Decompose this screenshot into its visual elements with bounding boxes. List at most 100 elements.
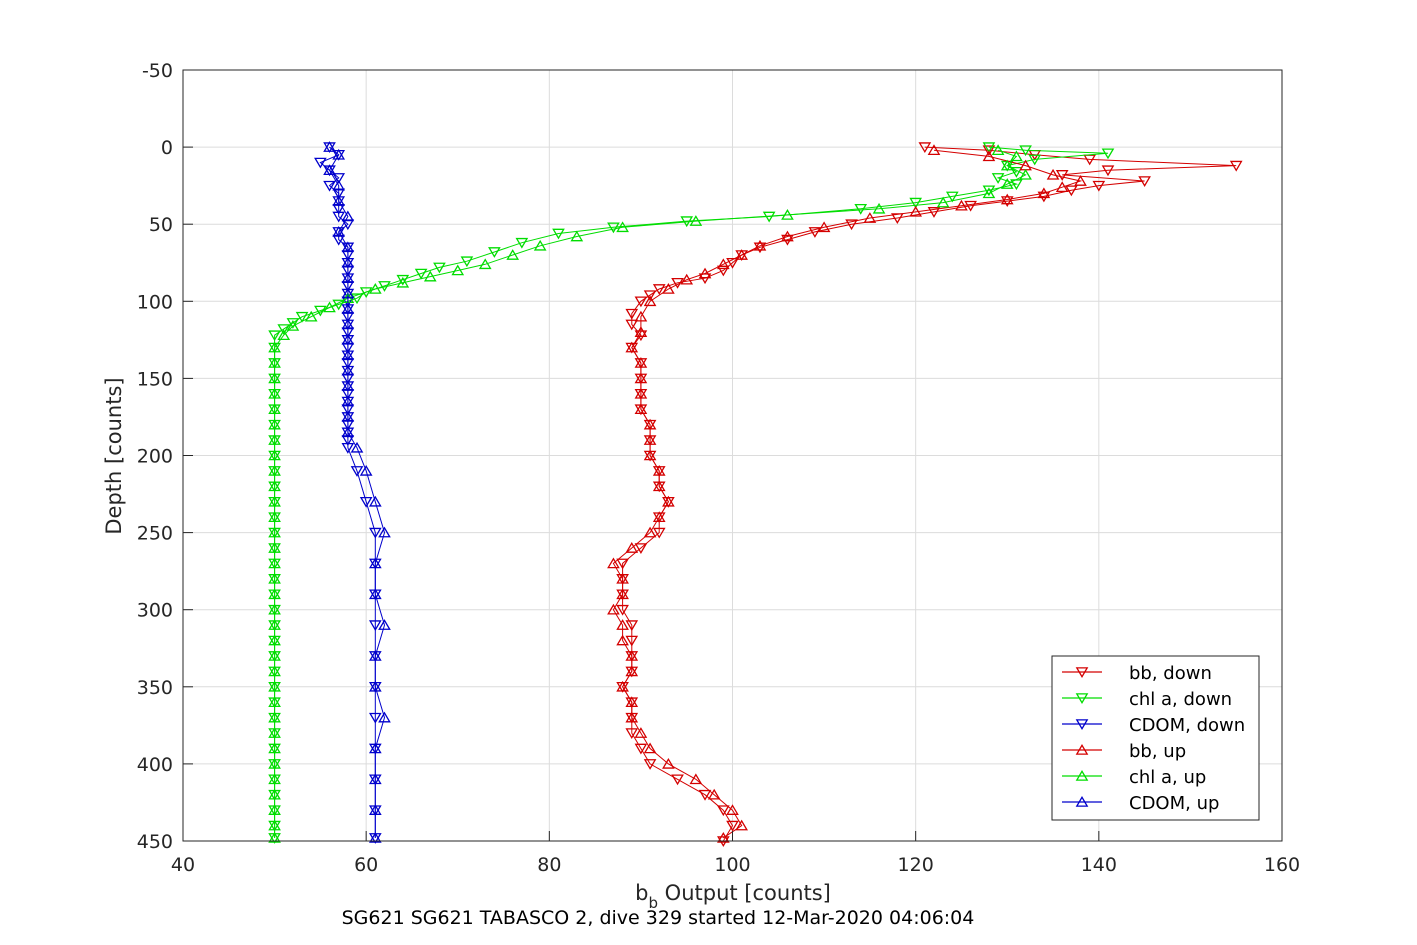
data-point [332, 195, 346, 206]
data-point [1055, 170, 1069, 181]
y-tick-label: -50 [142, 60, 173, 82]
x-tick-label: 40 [171, 854, 195, 876]
x-tick-label: 60 [354, 854, 378, 876]
data-point [634, 743, 648, 755]
data-point [341, 410, 355, 422]
data-point [414, 268, 428, 280]
data-point [955, 199, 968, 211]
data-point [295, 311, 309, 323]
y-tick-label: 250 [137, 523, 173, 545]
data-point [368, 804, 382, 815]
data-point [332, 179, 346, 191]
data-point [268, 619, 281, 630]
data-point [323, 301, 336, 313]
data-point [488, 247, 501, 258]
data-point [268, 526, 281, 538]
data-point [845, 219, 858, 231]
data-point [634, 326, 648, 337]
x-axis-label-rest: Output [counts] [658, 881, 831, 905]
data-point [323, 180, 336, 192]
x-axis-label-main: b [635, 881, 648, 905]
series-chl-a-up [268, 144, 1032, 843]
data-point [268, 480, 281, 492]
legend-label: chl a, down [1129, 689, 1232, 710]
data-point [368, 649, 382, 661]
data-point [268, 572, 281, 584]
data-point [643, 290, 657, 302]
data-point [1101, 165, 1115, 177]
data-point [268, 696, 281, 708]
data-point [616, 221, 629, 233]
data-point [341, 272, 355, 283]
data-point [918, 142, 932, 154]
data-point [268, 665, 281, 677]
data-point [643, 526, 657, 538]
data-point [268, 711, 281, 723]
data-point [625, 665, 639, 677]
data-point [652, 464, 666, 476]
data-point [368, 742, 382, 754]
data-point [671, 774, 684, 786]
data-point [314, 157, 327, 169]
data-point [268, 742, 281, 754]
data-point [268, 542, 281, 553]
y-tick-label: 150 [137, 368, 173, 390]
data-point [268, 819, 281, 831]
data-point [368, 620, 382, 632]
legend-marker [1075, 667, 1089, 678]
data-point [808, 227, 822, 238]
data-point [341, 364, 355, 376]
data-point [1019, 145, 1032, 157]
data-point [368, 283, 382, 294]
data-point [634, 543, 648, 554]
data-point [368, 712, 382, 724]
data-point [368, 680, 382, 692]
data-point [460, 256, 474, 268]
data-point [982, 142, 996, 154]
data-point [643, 742, 657, 754]
data-point [625, 635, 639, 647]
data-point [341, 333, 355, 345]
legend-box [1051, 655, 1260, 821]
data-point [378, 619, 391, 630]
data-point [698, 267, 712, 279]
data-point [616, 634, 629, 646]
data-point [1092, 180, 1106, 192]
data-point [368, 773, 382, 785]
x-tick-label: 140 [1081, 854, 1117, 876]
data-point [533, 239, 547, 251]
data-point [268, 831, 281, 843]
legend-label: CDOM, down [1129, 715, 1245, 736]
data-point [909, 205, 923, 217]
data-point [332, 173, 346, 184]
data-point [634, 387, 648, 399]
data-point [1055, 181, 1069, 193]
data-point [341, 210, 355, 222]
legend: bb, down chl a, down CDOM, down bb, up chl a… [1051, 655, 1260, 821]
data-point [268, 330, 281, 342]
data-point [268, 727, 281, 738]
data-point [515, 237, 529, 249]
data-point [964, 200, 977, 212]
data-point [625, 319, 639, 331]
data-point [607, 603, 620, 615]
data-point [643, 434, 657, 445]
data-point [872, 202, 886, 214]
chart-caption: SG621 SG621 TABASCO 2, dive 329 started … [342, 907, 975, 929]
legend-item: bb, down [1062, 663, 1212, 684]
y-tick-label: 200 [137, 446, 173, 468]
data-point [625, 728, 639, 740]
data-point [616, 558, 629, 570]
data-point [451, 264, 465, 276]
data-point [717, 258, 730, 270]
data-point [909, 197, 923, 209]
data-point [286, 320, 300, 331]
tick-layer: 40 60 80 100 120 140 160 -50 0 50 100 150 200 250 300 3… [137, 60, 1300, 876]
data-point [368, 588, 382, 600]
data-point [945, 191, 959, 203]
x-axis-label-sub: b [648, 894, 658, 912]
data-point [368, 557, 382, 569]
data-point [652, 511, 666, 522]
data-point [268, 804, 281, 815]
